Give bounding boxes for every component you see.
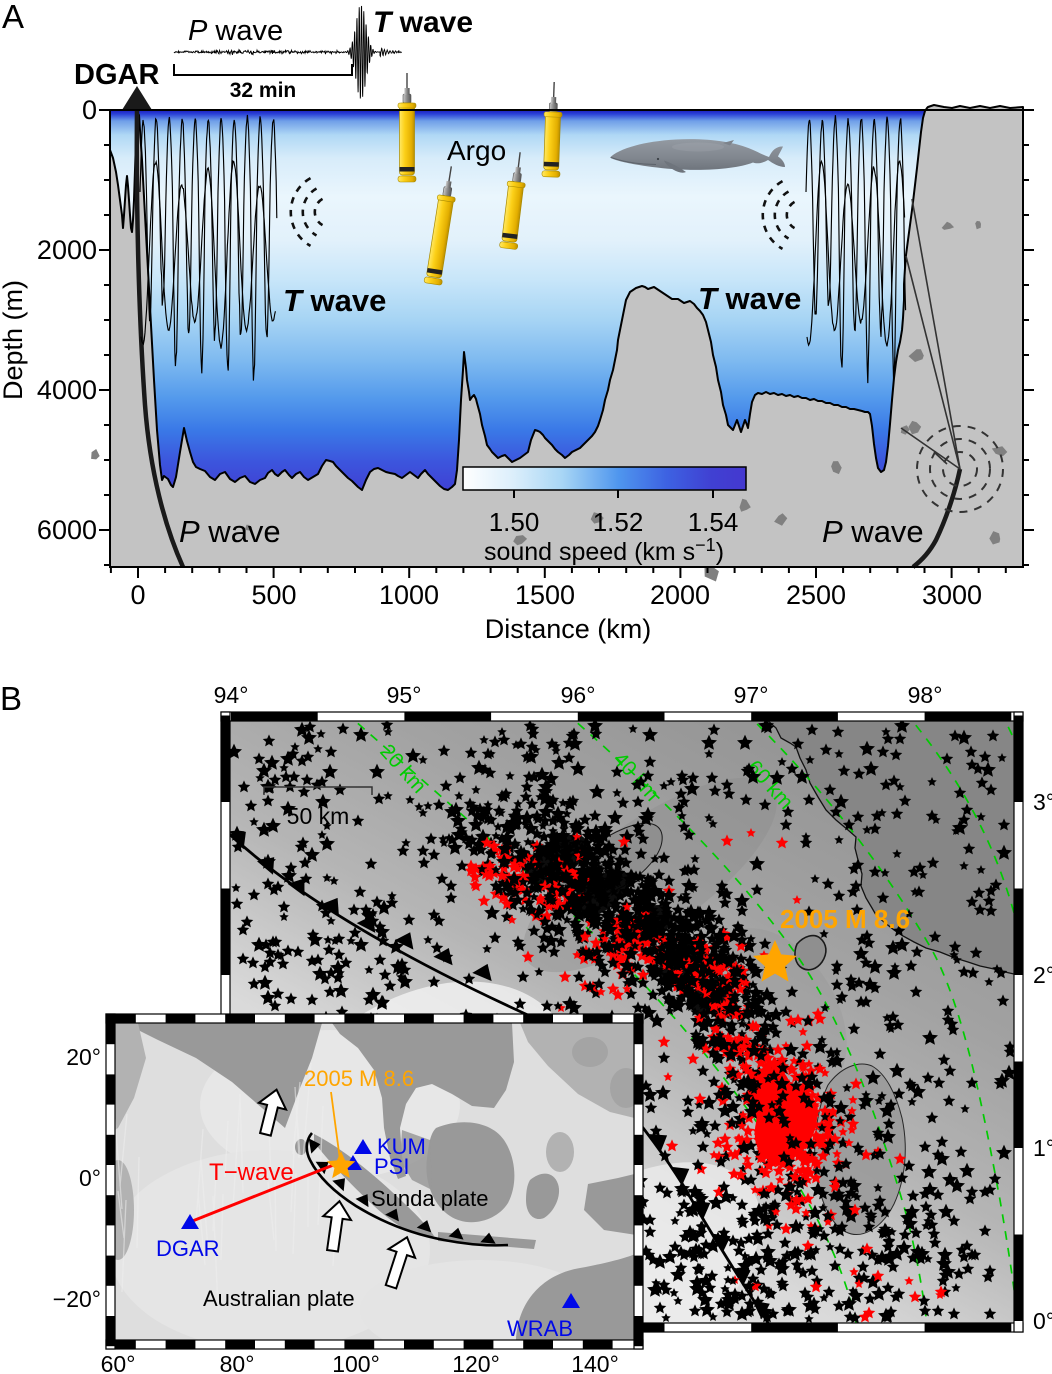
svg-text:P wave: P wave <box>822 514 924 549</box>
svg-text:Argo: Argo <box>447 135 506 166</box>
svg-text:T−wave: T−wave <box>209 1159 294 1186</box>
svg-text:120°: 120° <box>452 1351 500 1374</box>
svg-text:PSI: PSI <box>374 1154 409 1179</box>
svg-text:60°: 60° <box>101 1351 136 1374</box>
svg-text:2°: 2° <box>1033 962 1052 988</box>
svg-text:Distance (km): Distance (km) <box>485 614 652 644</box>
svg-text:96°: 96° <box>561 682 596 708</box>
svg-text:4000: 4000 <box>37 375 97 405</box>
svg-text:1.50: 1.50 <box>489 507 540 537</box>
svg-text:0°: 0° <box>79 1165 101 1191</box>
svg-text:2000: 2000 <box>650 580 710 610</box>
svg-text:0: 0 <box>82 95 97 125</box>
svg-text:3°: 3° <box>1033 789 1052 815</box>
svg-text:2005 M 8.6: 2005 M 8.6 <box>304 1066 414 1091</box>
svg-text:98°: 98° <box>908 682 943 708</box>
svg-text:−20°: −20° <box>53 1286 101 1312</box>
svg-text:97°: 97° <box>734 682 769 708</box>
svg-text:T wave: T wave <box>373 6 473 39</box>
svg-text:140°: 140° <box>571 1351 619 1374</box>
svg-text:1500: 1500 <box>515 580 575 610</box>
svg-text:T wave: T wave <box>283 283 386 318</box>
svg-text:100°: 100° <box>332 1351 380 1374</box>
svg-text:32 min: 32 min <box>230 79 297 102</box>
svg-text:1000: 1000 <box>379 580 439 610</box>
svg-text:2005 M 8.6: 2005 M 8.6 <box>780 904 910 934</box>
svg-text:2000: 2000 <box>37 235 97 265</box>
svg-text:1°: 1° <box>1033 1135 1052 1161</box>
svg-text:20°: 20° <box>66 1044 101 1070</box>
svg-text:0: 0 <box>130 580 145 610</box>
svg-text:P wave: P wave <box>188 15 283 47</box>
svg-text:Australian plate: Australian plate <box>203 1286 355 1311</box>
svg-text:DGAR: DGAR <box>74 59 159 91</box>
svg-text:Sunda plate: Sunda plate <box>371 1186 488 1211</box>
svg-text:94°: 94° <box>214 682 249 708</box>
svg-text:Depth (m): Depth (m) <box>0 280 28 400</box>
svg-text:6000: 6000 <box>37 515 97 545</box>
svg-text:DGAR: DGAR <box>156 1236 220 1261</box>
svg-text:A: A <box>2 0 24 35</box>
svg-text:500: 500 <box>251 580 296 610</box>
svg-text:95°: 95° <box>387 682 422 708</box>
svg-text:KUM: KUM <box>377 1134 426 1159</box>
svg-text:T wave: T wave <box>698 281 801 316</box>
svg-text:1.52: 1.52 <box>593 507 644 537</box>
svg-text:3000: 3000 <box>922 580 982 610</box>
svg-text:B: B <box>0 680 22 717</box>
svg-text:2500: 2500 <box>786 580 846 610</box>
svg-text:80°: 80° <box>220 1351 255 1374</box>
svg-text:WRAB: WRAB <box>507 1316 573 1341</box>
svg-text:0°: 0° <box>1033 1308 1052 1334</box>
svg-text:50 km: 50 km <box>287 803 350 829</box>
svg-text:sound speed (km s−1): sound speed (km s−1) <box>484 535 724 566</box>
svg-text:1.54: 1.54 <box>688 507 739 537</box>
svg-text:P wave: P wave <box>179 514 281 549</box>
